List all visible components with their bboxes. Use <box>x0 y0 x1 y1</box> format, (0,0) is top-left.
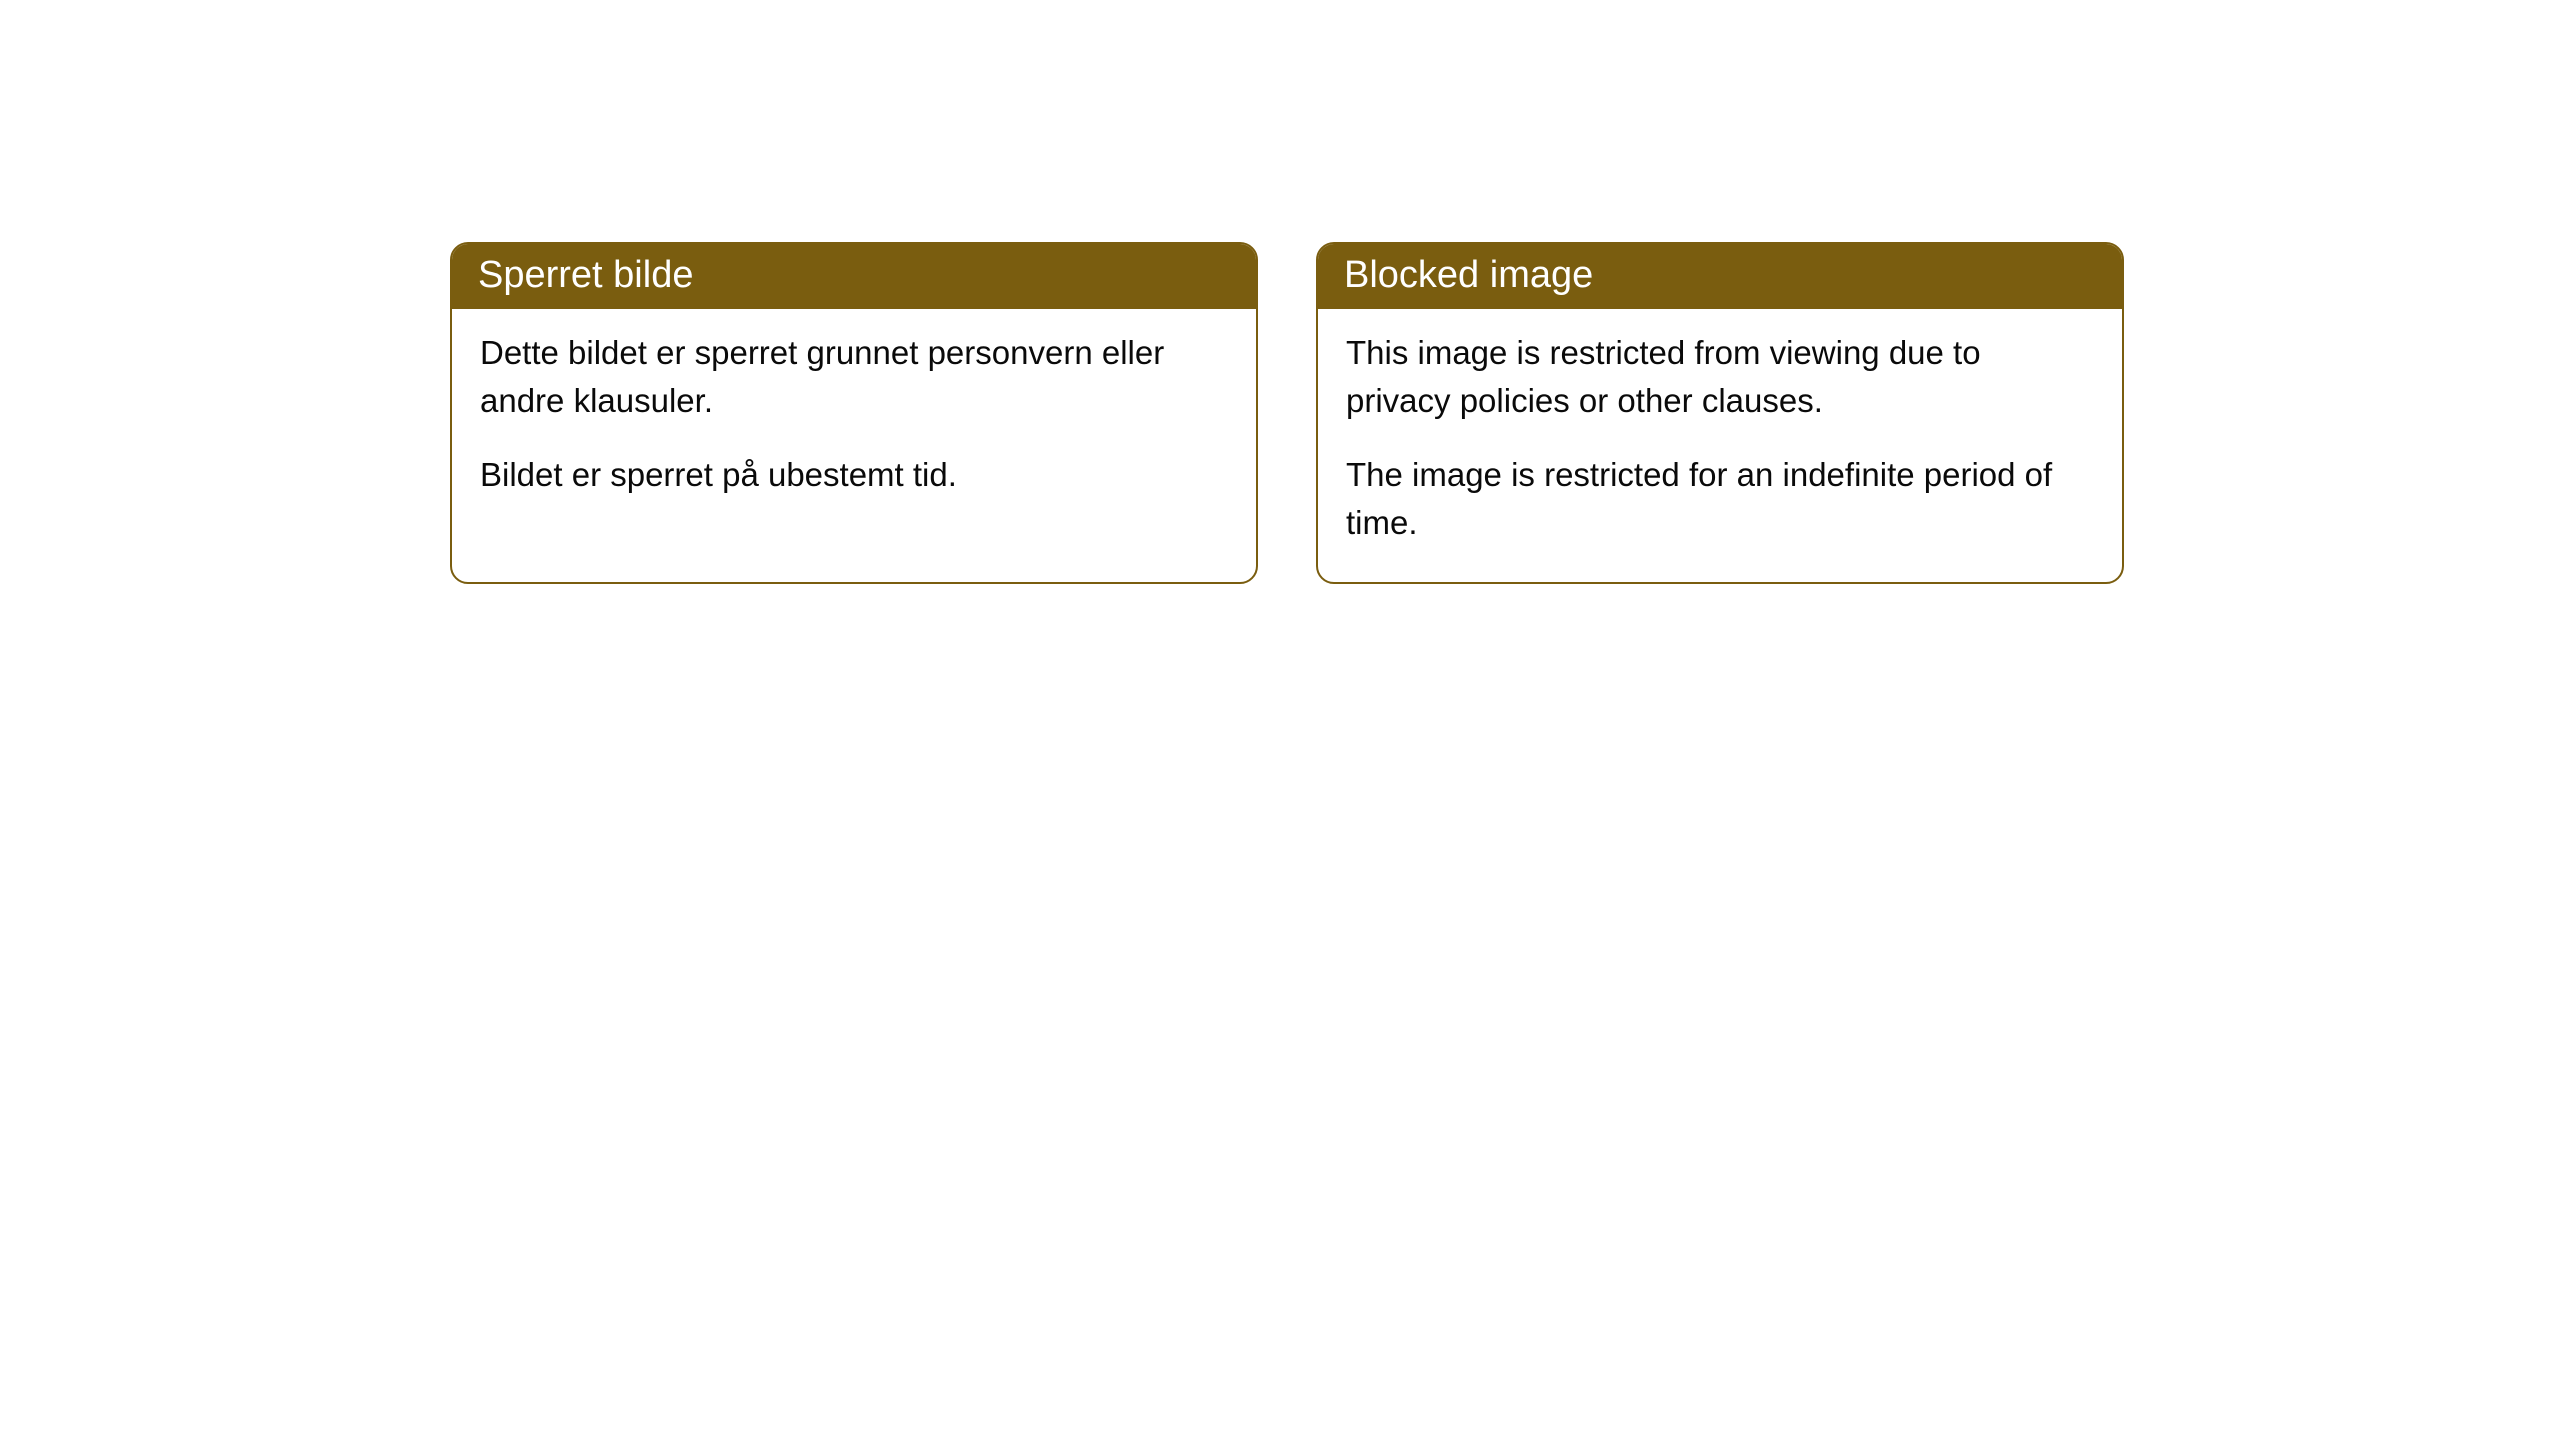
notice-paragraph: Dette bildet er sperret grunnet personve… <box>480 329 1228 425</box>
notice-card-norwegian: Sperret bilde Dette bildet er sperret gr… <box>450 242 1258 584</box>
notice-paragraph: This image is restricted from viewing du… <box>1346 329 2094 425</box>
notice-paragraph: The image is restricted for an indefinit… <box>1346 451 2094 547</box>
notice-container: Sperret bilde Dette bildet er sperret gr… <box>450 242 2124 584</box>
notice-header-norwegian: Sperret bilde <box>452 244 1256 309</box>
notice-header-english: Blocked image <box>1318 244 2122 309</box>
notice-card-english: Blocked image This image is restricted f… <box>1316 242 2124 584</box>
notice-body-norwegian: Dette bildet er sperret grunnet personve… <box>452 309 1256 535</box>
notice-body-english: This image is restricted from viewing du… <box>1318 309 2122 582</box>
notice-paragraph: Bildet er sperret på ubestemt tid. <box>480 451 1228 499</box>
